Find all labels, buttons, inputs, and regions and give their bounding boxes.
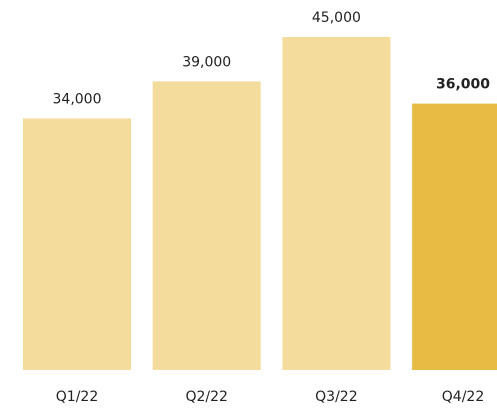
- value-label: 34,000: [53, 91, 102, 107]
- value-label: 45,000: [312, 10, 361, 26]
- value-label: 39,000: [182, 54, 231, 70]
- x-tick-label: Q4/22: [442, 389, 484, 405]
- bar: [23, 118, 131, 371]
- x-tick-label: Q3/22: [315, 389, 357, 405]
- x-tick-label: Q2/22: [185, 389, 227, 405]
- bar: [152, 81, 261, 371]
- bar: [412, 103, 497, 370]
- x-tick-label: Q1/22: [56, 389, 98, 405]
- bar: [282, 37, 391, 370]
- value-label: 36,000: [436, 77, 490, 93]
